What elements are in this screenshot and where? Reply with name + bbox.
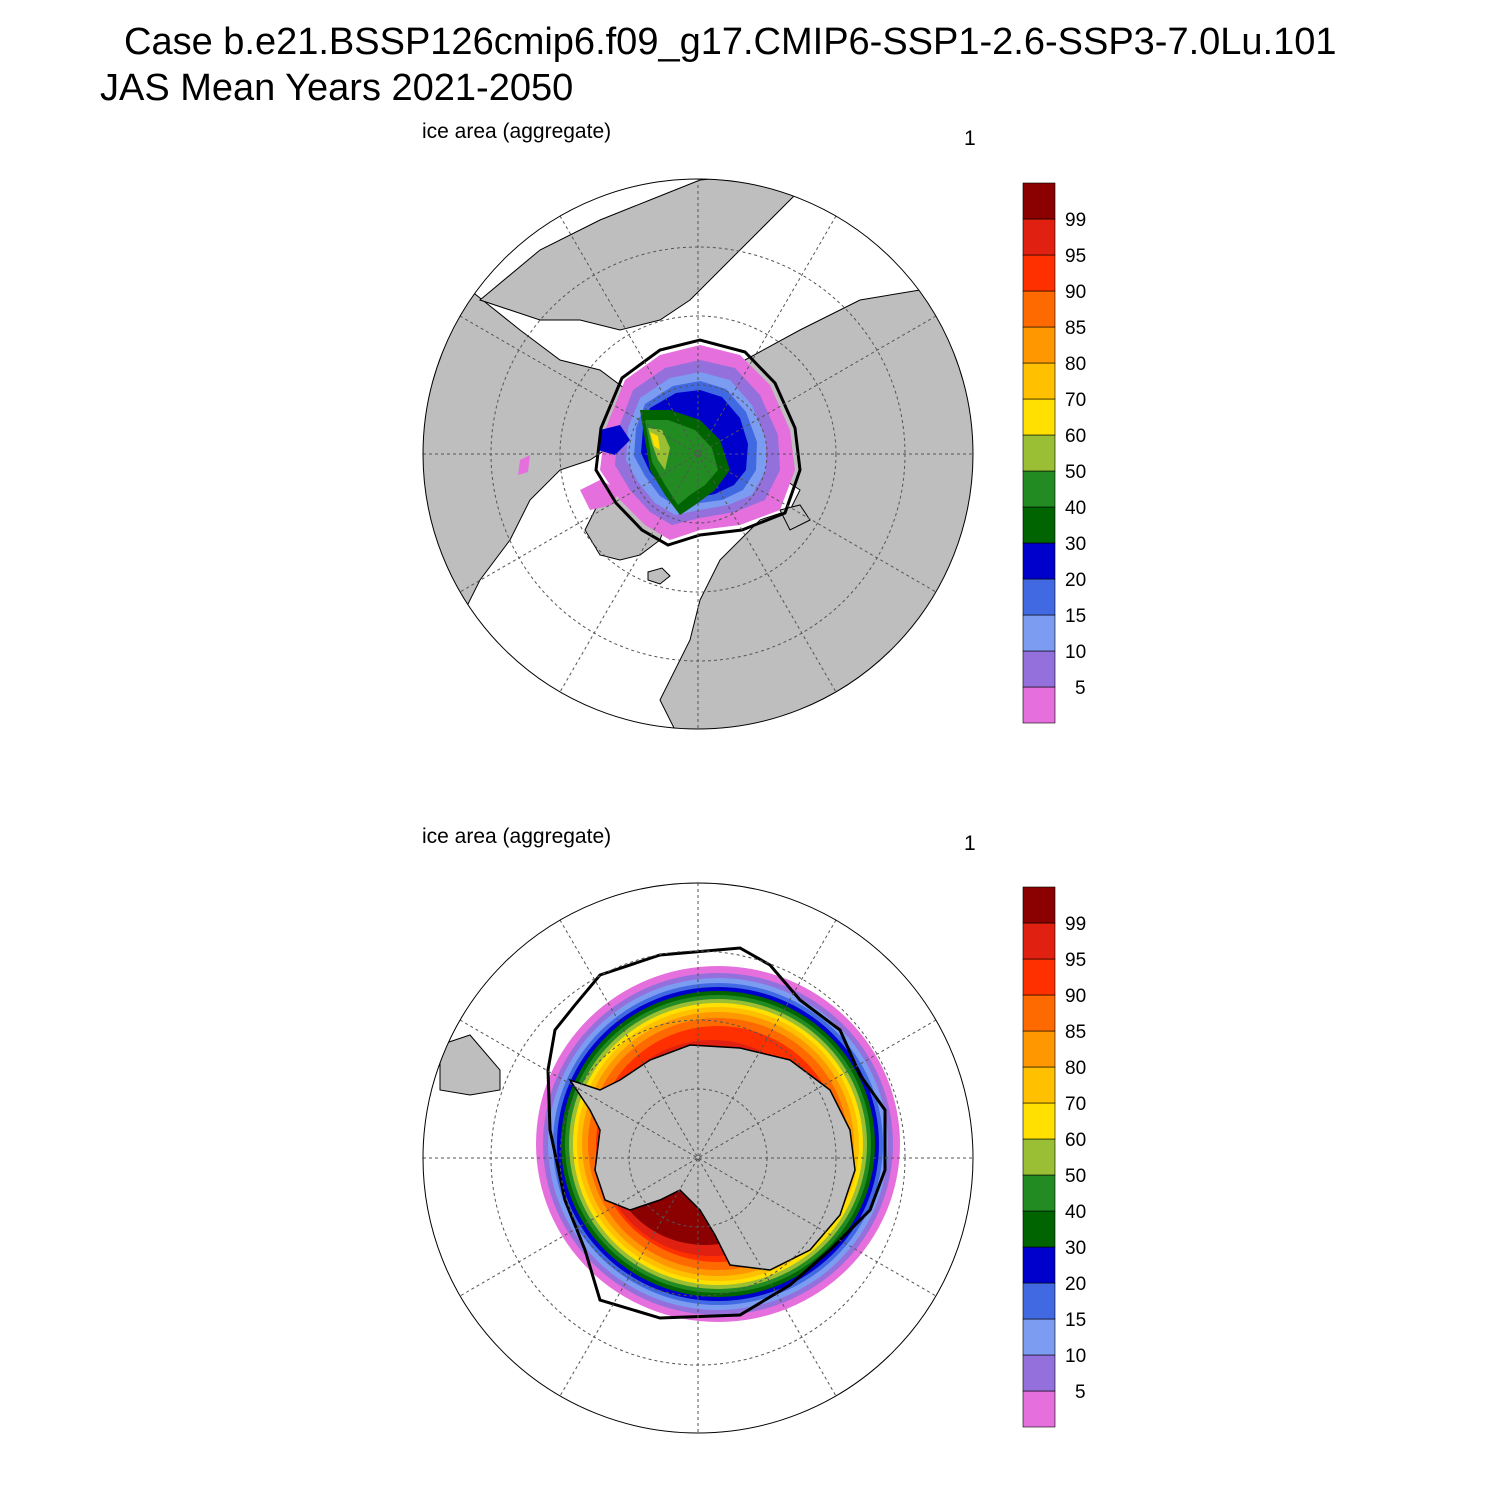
- south-colorbar-box-3: [1022, 1282, 1056, 1320]
- south-colorbar-label-9: 80: [1065, 1058, 1086, 1079]
- north-colorbar: 5 10 15 20 30 40 50 60 70 80 85 90 95 99: [1022, 182, 1086, 724]
- south-colorbar-box-0: [1022, 1390, 1056, 1428]
- north-panel-index: 1: [964, 127, 976, 150]
- north-colorbar-label-8: 70: [1065, 390, 1086, 411]
- south-colorbar-box-11: [1022, 994, 1056, 1032]
- north-panel-label: ice area (aggregate): [422, 120, 612, 143]
- north-colorbar-box-13: [1022, 218, 1056, 256]
- north-polar-map: [422, 178, 974, 730]
- south-colorbar-label-11: 90: [1065, 986, 1086, 1007]
- north-colorbar-label-10: 85: [1065, 318, 1086, 339]
- south-colorbar-label-1: 10: [1065, 1346, 1086, 1367]
- south-polar-map: [422, 882, 974, 1434]
- south-colorbar-label-2: 15: [1065, 1310, 1086, 1331]
- south-colorbar-box-14: [1022, 886, 1056, 924]
- south-america-land: [439, 1034, 501, 1096]
- north-colorbar-label-12: 95: [1065, 246, 1086, 267]
- north-colorbar-label-3: 20: [1065, 570, 1086, 591]
- north-colorbar-box-2: [1022, 614, 1056, 652]
- north-colorbar-box-12: [1022, 254, 1056, 292]
- figure-title-period: JAS Mean Years 2021-2050: [100, 67, 574, 109]
- north-colorbar-label-5: 40: [1065, 498, 1086, 519]
- south-colorbar-box-1: [1022, 1354, 1056, 1392]
- north-colorbar-box-4: [1022, 542, 1056, 580]
- north-colorbar-label-1: 10: [1065, 642, 1086, 663]
- north-colorbar-label-2: 15: [1065, 606, 1086, 627]
- north-colorbar-label-4: 30: [1065, 534, 1086, 555]
- south-colorbar-label-4: 30: [1065, 1238, 1086, 1259]
- north-colorbar-label-7: 60: [1065, 426, 1086, 447]
- north-colorbar-label-13: 99: [1065, 210, 1086, 231]
- north-colorbar-label-9: 80: [1065, 354, 1086, 375]
- south-colorbar-box-2: [1022, 1318, 1056, 1356]
- south-colorbar-box-5: [1022, 1210, 1056, 1248]
- figure-title-case: Case b.e21.BSSP126cmip6.f09_g17.CMIP6-SS…: [124, 21, 1337, 63]
- south-colorbar-label-12: 95: [1065, 950, 1086, 971]
- south-panel-index: 1: [964, 832, 976, 855]
- south-colorbar-box-12: [1022, 958, 1056, 996]
- south-colorbar-label-0: 5: [1075, 1382, 1086, 1403]
- north-colorbar-box-3: [1022, 578, 1056, 616]
- south-colorbar-box-6: [1022, 1174, 1056, 1212]
- north-colorbar-box-0: [1022, 686, 1056, 724]
- north-colorbar-box-7: [1022, 434, 1056, 472]
- south-colorbar-label-7: 60: [1065, 1130, 1086, 1151]
- north-colorbar-box-14: [1022, 182, 1056, 220]
- north-sea-ice: [518, 345, 795, 540]
- south-colorbar-box-13: [1022, 922, 1056, 960]
- south-ice-edge: [546, 946, 887, 1320]
- north-colorbar-box-6: [1022, 470, 1056, 508]
- north-colorbar-box-8: [1022, 398, 1056, 436]
- north-colorbar-label-0: 5: [1075, 678, 1086, 699]
- north-colorbar-label-11: 90: [1065, 282, 1086, 303]
- north-colorbar-box-5: [1022, 506, 1056, 544]
- north-ice-edge: [594, 338, 802, 547]
- north-colorbar-box-9: [1022, 362, 1056, 400]
- south-map-border: [422, 882, 974, 1434]
- north-colorbar-box-1: [1022, 650, 1056, 688]
- south-colorbar-box-9: [1022, 1066, 1056, 1104]
- north-colorbar-label-6: 50: [1065, 462, 1086, 483]
- north-graticule: [423, 179, 973, 729]
- north-colorbar-box-11: [1022, 290, 1056, 328]
- north-map-border: [422, 178, 974, 730]
- south-colorbar-box-8: [1022, 1102, 1056, 1140]
- south-graticule: [423, 883, 973, 1433]
- south-colorbar-label-5: 40: [1065, 1202, 1086, 1223]
- south-colorbar: 5 10 15 20 30 40 50 60 70 80 85 90 95 99: [1022, 886, 1086, 1428]
- south-colorbar-label-8: 70: [1065, 1094, 1086, 1115]
- south-colorbar-box-7: [1022, 1138, 1056, 1176]
- south-colorbar-label-10: 85: [1065, 1022, 1086, 1043]
- south-colorbar-box-4: [1022, 1246, 1056, 1284]
- south-colorbar-label-6: 50: [1065, 1166, 1086, 1187]
- south-colorbar-label-3: 20: [1065, 1274, 1086, 1295]
- north-colorbar-box-10: [1022, 326, 1056, 364]
- south-colorbar-box-10: [1022, 1030, 1056, 1068]
- south-panel-label: ice area (aggregate): [422, 825, 612, 848]
- south-colorbar-label-13: 99: [1065, 914, 1086, 935]
